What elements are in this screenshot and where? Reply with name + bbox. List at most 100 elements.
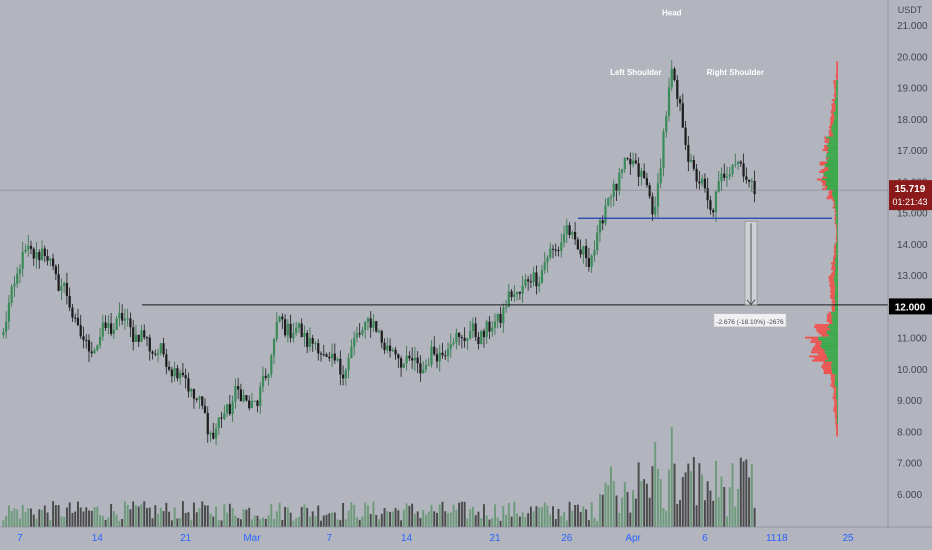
volume-bar xyxy=(612,481,615,527)
candle xyxy=(162,343,165,355)
volume-profile-bar xyxy=(835,74,838,77)
candle xyxy=(469,331,472,339)
candle xyxy=(419,363,422,374)
candle xyxy=(369,318,372,328)
volume-profile-bar xyxy=(835,272,838,275)
volume-bar xyxy=(259,519,262,527)
volume-bar xyxy=(250,519,253,527)
candle xyxy=(239,389,243,402)
volume-bar xyxy=(690,471,693,527)
volume-profile-bar xyxy=(834,294,838,297)
volume-profile-bar xyxy=(828,130,832,133)
volume-bar xyxy=(71,512,74,527)
volume-profile-bar xyxy=(834,96,836,99)
volume-bar xyxy=(358,519,361,527)
time-tick-label: Apr xyxy=(625,533,641,544)
volume-bar xyxy=(347,510,350,527)
volume-bar xyxy=(74,511,77,527)
candle xyxy=(736,161,740,165)
candle xyxy=(527,279,530,282)
volume-profile-bar xyxy=(832,191,838,194)
candle xyxy=(16,273,19,284)
candle xyxy=(753,180,756,195)
volume-profile-bar xyxy=(825,353,838,356)
volume-profile-bar xyxy=(834,214,836,217)
volume-profile-bar xyxy=(836,401,838,404)
volume-bar xyxy=(568,501,571,527)
candle xyxy=(121,312,124,321)
volume-bar xyxy=(297,517,300,527)
candle xyxy=(728,174,731,177)
volume-bar xyxy=(184,512,187,527)
volume-profile-bar xyxy=(831,382,835,385)
volume-profile-bar xyxy=(829,284,835,287)
volume-profile-bar xyxy=(832,397,836,400)
candle xyxy=(159,343,162,354)
volume-bar xyxy=(300,507,303,527)
volume-profile-bar xyxy=(831,128,838,131)
volume-profile-bar xyxy=(823,370,833,373)
volume-profile-bar xyxy=(824,144,827,147)
candle xyxy=(670,68,673,88)
volume-profile-bar xyxy=(830,376,835,379)
volume-profile-bar xyxy=(836,92,838,95)
volume-bar xyxy=(587,520,590,527)
candle xyxy=(521,285,524,294)
volume-bar xyxy=(670,427,673,527)
candle xyxy=(40,248,44,261)
candle xyxy=(413,357,417,361)
candle xyxy=(493,321,497,328)
volume-profile-bar xyxy=(827,185,838,188)
volume-bar xyxy=(90,510,93,527)
volume-profile-bar xyxy=(834,200,838,203)
candle xyxy=(377,330,381,332)
volume-profile-bar xyxy=(814,324,830,327)
volume-profile-bar xyxy=(830,294,835,297)
volume-bar xyxy=(366,505,369,527)
candle xyxy=(626,158,629,160)
volume-profile-bar xyxy=(828,157,838,160)
candle xyxy=(134,334,138,342)
candle xyxy=(126,318,129,320)
price-tick-label: 17.000 xyxy=(897,146,928,157)
volume-profile-bar xyxy=(835,420,837,423)
candle xyxy=(101,322,104,337)
volume-profile-bar xyxy=(829,132,833,135)
volume-profile-bar xyxy=(837,232,838,235)
volume-profile-bar xyxy=(831,130,838,133)
candle xyxy=(673,68,676,80)
candle xyxy=(336,358,339,361)
volume-bar xyxy=(668,469,670,527)
candle xyxy=(5,321,8,332)
volume-profile-bar xyxy=(835,204,838,207)
annotation-label: Head xyxy=(662,9,682,18)
candle xyxy=(54,266,57,275)
level-price-label-box xyxy=(889,298,932,315)
volume-profile-bar xyxy=(815,342,822,345)
candle xyxy=(132,327,135,342)
volume-profile-bar xyxy=(829,189,833,192)
volume-bar xyxy=(204,505,206,527)
volume-profile-bar xyxy=(835,424,838,427)
volume-bar xyxy=(546,505,549,527)
volume-profile-bar xyxy=(832,370,838,373)
candle xyxy=(250,401,254,409)
volume-profile-bar xyxy=(836,230,837,233)
candle xyxy=(93,350,96,354)
volume-profile-bar xyxy=(812,359,826,362)
volume-bar xyxy=(63,517,66,527)
candle xyxy=(446,348,450,356)
volume-profile-bar xyxy=(835,422,837,425)
volume-bar xyxy=(68,502,71,527)
candle xyxy=(678,98,682,104)
candle xyxy=(529,281,533,283)
volume-profile-bar xyxy=(831,99,835,102)
candle xyxy=(590,255,593,268)
volume-bar xyxy=(502,505,505,527)
volume-profile-bar xyxy=(834,276,838,279)
candle xyxy=(601,220,604,224)
candle xyxy=(220,417,223,419)
volume-bar xyxy=(264,518,267,527)
